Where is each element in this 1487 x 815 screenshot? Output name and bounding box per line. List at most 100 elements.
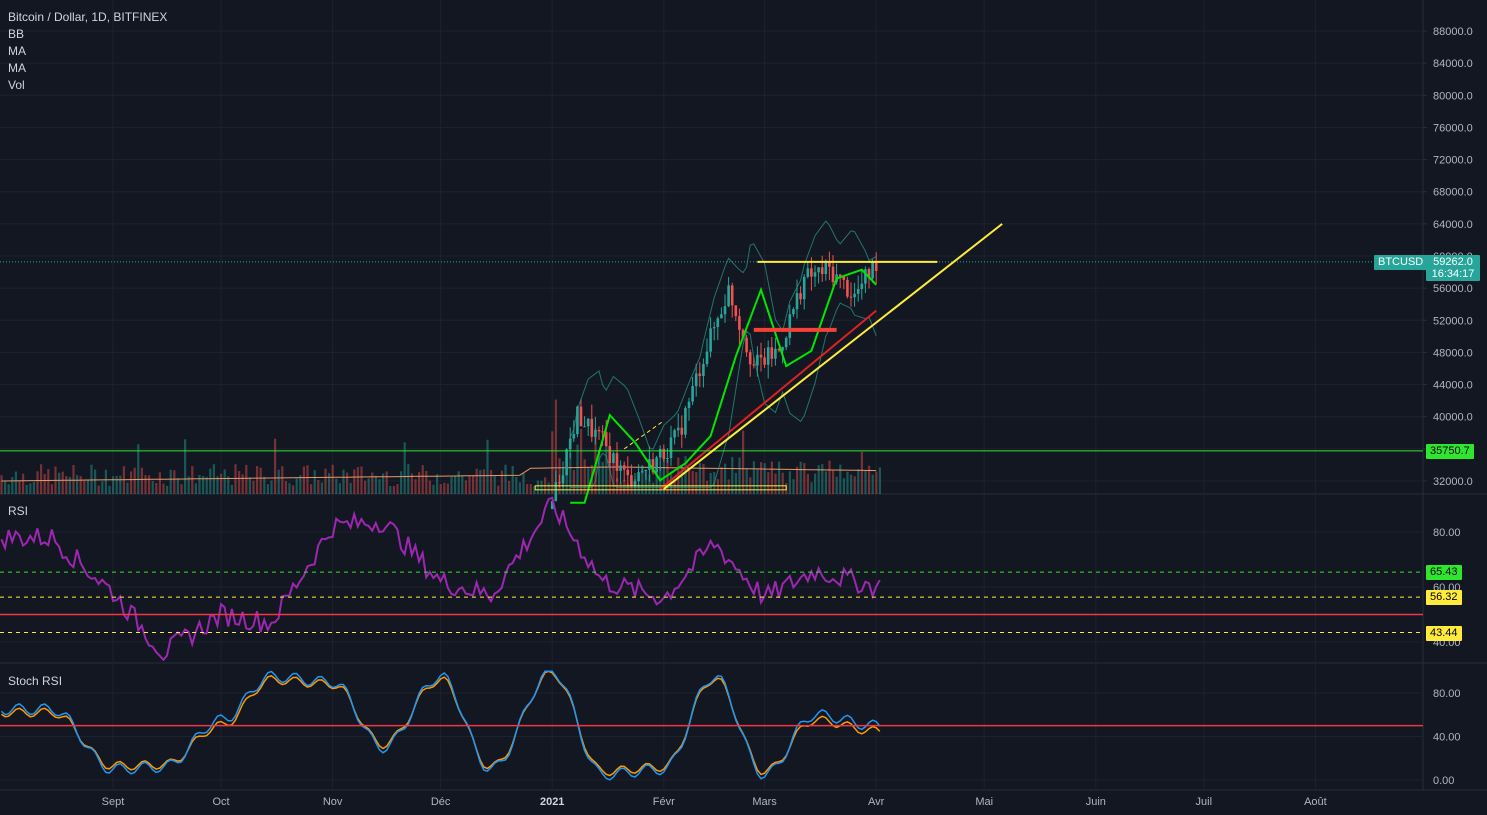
rsi-line (0, 496, 881, 662)
volume-bar (104, 469, 107, 494)
volume-bar (698, 463, 701, 494)
candle-body (655, 457, 658, 473)
volume-bar (11, 476, 14, 494)
price-axis-label: 48000.0 (1433, 347, 1473, 359)
candle-body (630, 475, 633, 487)
volume-bar (209, 468, 212, 494)
price-axis-label: 76000.0 (1433, 122, 1473, 134)
candle-body (828, 262, 831, 267)
volume-bar (778, 461, 781, 494)
price-axis-label: 68000.0 (1433, 187, 1473, 199)
candle-body (774, 348, 777, 359)
candle-body (824, 262, 828, 275)
volume-bar (338, 483, 341, 494)
volume-bar (180, 484, 183, 494)
volume-bar (436, 474, 439, 494)
volume-bar (443, 482, 446, 494)
volume-bar (677, 457, 680, 494)
time-axis-label: Mai (975, 796, 993, 808)
volume-bar (295, 478, 298, 494)
volume-bar (724, 463, 727, 494)
candle-body (716, 318, 720, 328)
candle-body (781, 347, 784, 351)
volume-bar (691, 470, 694, 494)
candle-body (817, 267, 820, 273)
support-level-tag: 35750.7 (1426, 444, 1474, 459)
indicator-ma-1[interactable]: MA (8, 44, 26, 58)
volume-bar (331, 464, 334, 494)
bollinger-upper (569, 220, 877, 450)
volume-bar (227, 476, 230, 494)
time-axis-label: Oct (212, 796, 229, 808)
base-box (534, 485, 787, 491)
volume-bar (371, 472, 374, 494)
volume-bar (515, 476, 518, 494)
volume-bar (709, 472, 712, 494)
volume-bar (396, 484, 399, 494)
volume-bar (241, 474, 244, 494)
volume-bar (464, 480, 467, 494)
volume-bar (205, 476, 208, 494)
volume-bar (382, 473, 385, 494)
time-axis-label: Sept (102, 796, 125, 808)
rsi-pane-label[interactable]: RSI (8, 504, 29, 518)
volume-bar (32, 481, 35, 494)
volume-bar (281, 466, 284, 494)
candle-body (590, 418, 594, 437)
volume-bar (410, 473, 413, 494)
volume-bar (90, 464, 93, 494)
volume-bar (763, 463, 766, 494)
symbol-title[interactable]: Bitcoin / Dollar, 1D, BITFINEX (8, 10, 168, 24)
volume-bar (583, 459, 586, 494)
volume-bar (702, 463, 705, 494)
volume-bar (684, 456, 687, 494)
symbol-tag: BTCUSD (1374, 255, 1428, 270)
volume-bar (641, 465, 644, 494)
candle-body (777, 348, 781, 351)
candle-body (572, 434, 576, 439)
volume-bar (529, 484, 532, 494)
volume-bar (421, 465, 424, 494)
volume-bar (162, 483, 165, 494)
volume-bar (68, 476, 71, 494)
volume-bar (587, 467, 590, 494)
volume-bar (292, 485, 295, 494)
volume-bar (101, 481, 104, 494)
volume-bar (414, 479, 417, 494)
volume-bar (0, 475, 3, 494)
indicator-vol[interactable]: Vol (8, 78, 25, 92)
volume-bar (752, 461, 755, 494)
candle-body (702, 364, 705, 376)
rsi-level-tag-3: 43.44 (1426, 626, 1462, 641)
volume-bar (166, 485, 169, 494)
volume-bar (58, 472, 61, 494)
candle-body (709, 328, 712, 352)
volume-bar (695, 472, 698, 494)
volume-bar (518, 482, 521, 494)
volume-bar (461, 475, 464, 494)
volume-bar (130, 471, 133, 494)
volume-bar (223, 469, 226, 494)
volume-bar (547, 482, 550, 494)
volume-bar (4, 480, 7, 494)
volume-bar (389, 485, 392, 494)
candle-body (831, 266, 835, 283)
rising-trendline (663, 223, 1003, 490)
indicator-bb[interactable]: BB (8, 27, 25, 41)
volume-bar (194, 483, 197, 494)
volume-bar (256, 466, 259, 494)
candle-body (565, 449, 568, 476)
indicator-ma-2[interactable]: MA (8, 61, 26, 75)
volume-bar (479, 469, 482, 494)
volume-bar (112, 476, 115, 494)
volume-bar (493, 475, 496, 494)
stoch-pane-label[interactable]: Stoch RSI (8, 674, 63, 688)
volume-bar (857, 469, 860, 494)
volume-bar (407, 464, 410, 494)
price-axis-label: 64000.0 (1433, 219, 1473, 231)
volume-bar (796, 466, 799, 494)
candle-body (759, 354, 763, 358)
volume-bar (720, 466, 723, 494)
candle-body (734, 305, 738, 317)
